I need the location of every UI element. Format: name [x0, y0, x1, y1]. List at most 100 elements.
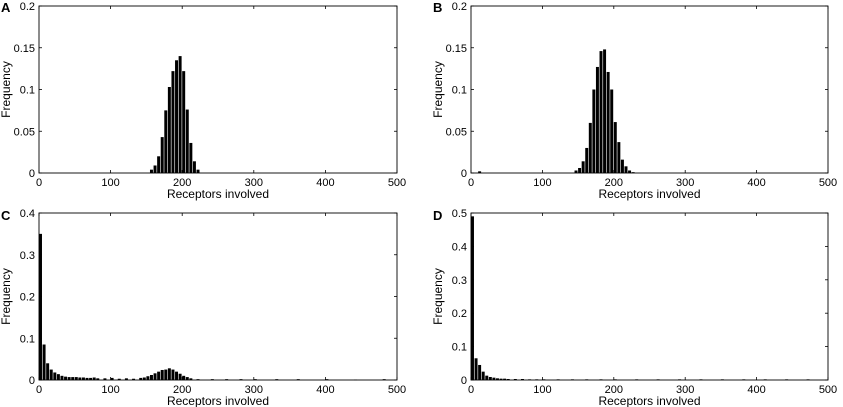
- histogram-bar: [64, 376, 68, 380]
- y-tick-label: 0.1: [452, 85, 467, 97]
- histogram-bar: [167, 368, 171, 380]
- histogram-bar: [481, 371, 485, 380]
- histogram-bar: [499, 378, 503, 380]
- x-tick-label: 100: [101, 384, 119, 396]
- histogram-bar: [85, 377, 89, 380]
- histogram-bar: [67, 377, 71, 380]
- histogram-bar: [595, 66, 599, 173]
- histogram-bar: [146, 376, 150, 380]
- histogram-bar: [171, 369, 175, 380]
- y-tick-label: 0.05: [446, 126, 467, 138]
- y-tick-label: 0.3: [20, 250, 35, 262]
- histogram-bar: [485, 375, 489, 380]
- x-tick-label: 100: [533, 177, 551, 189]
- histogram-bar: [60, 375, 64, 380]
- histogram-bar: [478, 171, 482, 173]
- histogram-bar: [149, 169, 153, 173]
- histogram-bar: [585, 147, 589, 173]
- x-axis-title: Receptors involved: [598, 187, 700, 201]
- y-tick-label: 0.05: [14, 126, 35, 138]
- histogram-bar: [132, 378, 136, 380]
- histogram-bar: [478, 364, 482, 380]
- histogram-bar: [189, 142, 193, 173]
- panel-label: C: [1, 208, 11, 223]
- x-tick-label: 200: [173, 177, 191, 189]
- histogram-bar: [46, 363, 50, 380]
- histogram-bar: [192, 161, 196, 173]
- x-tick-label: 500: [819, 384, 837, 396]
- histogram-bar: [139, 377, 143, 380]
- histogram-bar: [471, 216, 474, 380]
- histogram-bar: [182, 375, 186, 380]
- histogram-bar: [189, 378, 193, 380]
- histogram-bar: [81, 377, 85, 380]
- histogram-bar: [167, 86, 171, 173]
- histogram-bar: [142, 377, 146, 380]
- y-tick-label: 0.5: [452, 208, 467, 220]
- histogram-bar: [613, 122, 617, 173]
- histogram-bar: [164, 369, 168, 380]
- histogram-bar: [89, 377, 93, 380]
- histogram-bar: [574, 170, 578, 173]
- x-tick-label: 300: [245, 384, 263, 396]
- histogram-bar: [92, 377, 96, 380]
- histogram-bar: [503, 378, 507, 380]
- panel-c: C 0 100 200 300 400 500 0 0.1 0.2 0.3 0.4 Receptors …: [0, 208, 406, 407]
- plot-frame: [470, 212, 829, 381]
- histogram-bar: [74, 377, 78, 380]
- histogram-bar: [171, 71, 175, 173]
- y-tick-label: 0.2: [20, 292, 35, 304]
- y-tick-label: 0: [461, 168, 467, 180]
- histogram-bar: [110, 377, 114, 380]
- histogram-bar: [185, 377, 189, 380]
- y-tick-label: 0.4: [452, 241, 467, 253]
- histogram-bar: [178, 373, 182, 380]
- x-axis-title: Receptors involved: [167, 187, 269, 201]
- histogram-bar: [624, 166, 628, 173]
- histogram-bar: [599, 51, 603, 174]
- histogram-bar: [606, 71, 610, 173]
- panel-label: A: [1, 0, 11, 15]
- histogram-bar: [178, 56, 182, 173]
- x-tick-label: 100: [101, 177, 119, 189]
- y-tick-label: 0: [29, 168, 35, 180]
- x-tick-label: 0: [36, 384, 42, 396]
- x-tick-label: 200: [173, 384, 191, 396]
- y-tick-label: 0: [461, 375, 467, 387]
- histogram-bar: [175, 60, 179, 173]
- histogram-bar: [196, 169, 200, 173]
- y-axis-title: Frequency: [431, 61, 445, 118]
- histogram-bar: [160, 137, 164, 173]
- x-tick-label: 300: [676, 177, 694, 189]
- y-tick-label: 0.1: [20, 85, 35, 97]
- histogram-bar: [49, 369, 53, 380]
- histogram-bar: [182, 71, 186, 173]
- y-axis-title: Frequency: [0, 61, 13, 118]
- panel-b: B 0 100 200 300 400 500 0 0.05 0.1 0.15 0.2 Receptor…: [431, 0, 837, 201]
- x-tick-label: 500: [819, 177, 837, 189]
- histogram-bar: [157, 371, 161, 380]
- histogram-bar: [160, 369, 164, 380]
- histogram-bar: [175, 371, 179, 380]
- histogram-bar: [617, 142, 621, 173]
- x-tick-label: 400: [747, 384, 765, 396]
- panel-d: D 0 100 200 300 400 500 0 0.1 0.2 0.3 0.4 0.5 Recepto…: [431, 208, 837, 407]
- y-axis-title: Frequency: [0, 268, 13, 325]
- histogram-bar: [620, 159, 624, 173]
- histogram-bar: [506, 378, 510, 380]
- panel-label: B: [433, 0, 442, 15]
- y-tick-label: 0.3: [452, 275, 467, 287]
- x-tick-label: 200: [605, 384, 623, 396]
- histogram-bar: [603, 49, 607, 173]
- x-tick-label: 200: [605, 177, 623, 189]
- histogram-bar: [71, 377, 75, 380]
- x-tick-label: 400: [747, 177, 765, 189]
- plot-frame: [38, 5, 398, 174]
- y-tick-label: 0.2: [20, 1, 35, 13]
- x-axis-title: Receptors involved: [598, 394, 700, 407]
- histogram-bar: [124, 378, 128, 380]
- plot-frame: [38, 212, 398, 381]
- histogram-bar: [592, 89, 596, 173]
- histogram-bar: [56, 374, 60, 380]
- histogram-bar: [474, 358, 478, 380]
